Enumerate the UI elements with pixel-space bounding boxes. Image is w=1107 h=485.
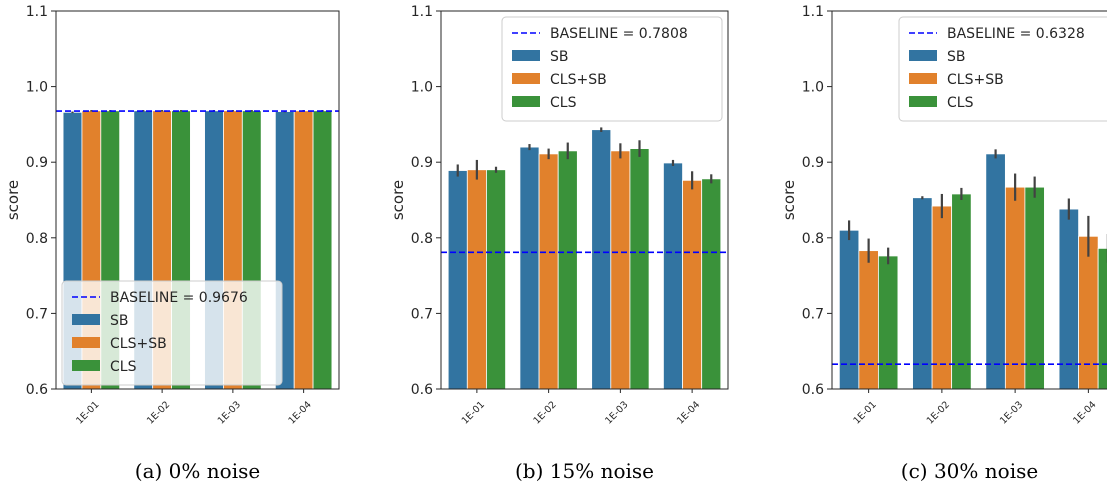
bar-sb-1e-04: [663, 163, 682, 389]
x-tick-label: 1E-04: [286, 399, 313, 426]
legend-label: CLS+SB: [110, 336, 167, 352]
y-tick-label: 0.6: [802, 382, 824, 398]
x-tick-label: 1E-04: [1071, 399, 1098, 426]
x-tick-label: 1E-03: [603, 399, 630, 426]
legend-label: CLS+SB: [550, 72, 607, 88]
x-tick-label: 1E-02: [145, 399, 172, 426]
bar-cls-plus-sb-1e-04: [683, 180, 702, 389]
x-tick-label: 1E-01: [74, 399, 101, 426]
y-tick-label: 1.0: [411, 80, 433, 96]
bar-sb-1e-04: [1059, 209, 1079, 389]
bar-cls-1e-04: [702, 179, 721, 389]
legend-swatch: [512, 50, 540, 61]
x-tick-label: 1E-01: [460, 399, 487, 426]
panel-caption: (b) 15% noise: [515, 459, 654, 483]
legend: BASELINE = 0.7808 SB CLS+SB CLS: [502, 17, 722, 121]
panel-caption: (c) 30% noise: [901, 459, 1038, 483]
legend-swatch: [72, 314, 100, 325]
legend-baseline-label: BASELINE = 0.7808: [550, 26, 688, 42]
legend-baseline-label: BASELINE = 0.9676: [110, 290, 248, 306]
bar-sb-1e-02: [913, 198, 933, 389]
bar-cls-plus-sb-1e-01: [859, 251, 879, 389]
y-tick-label: 1.0: [26, 80, 48, 96]
x-tick-label: 1E-03: [998, 399, 1025, 426]
x-tick-label: 1E-02: [925, 399, 952, 426]
y-tick-label: 0.7: [411, 306, 433, 322]
bar-cls-1e-04: [313, 111, 332, 389]
y-tick-label: 1.0: [802, 80, 824, 96]
legend-swatch: [909, 96, 937, 107]
y-tick-label: 0.6: [26, 382, 48, 398]
legend-label: SB: [947, 49, 966, 65]
legend-label: CLS+SB: [947, 72, 1004, 88]
bar-cls-plus-sb-1e-02: [539, 154, 558, 389]
bar-cls-1e-01: [878, 256, 898, 389]
y-axis-label: score: [780, 180, 798, 220]
legend-swatch: [512, 96, 540, 107]
bar-sb-1e-03: [986, 154, 1006, 389]
x-tick-label: 1E-03: [216, 399, 243, 426]
y-axis-label: score: [389, 180, 407, 220]
bar-sb-1e-02: [520, 147, 539, 389]
y-tick-label: 0.8: [26, 231, 48, 247]
y-tick-label: 0.7: [802, 306, 824, 322]
bar-cls-1e-03: [630, 149, 649, 389]
y-tick-label: 0.9: [802, 155, 824, 171]
y-axis-label: score: [4, 180, 22, 220]
y-tick-label: 1.1: [802, 4, 824, 20]
y-tick-label: 1.1: [411, 4, 433, 20]
chart-panel-1: 0.6 0.7 0.8 0.9 1.0 1.1 score 1E-01 1E-02 1E-03 1E…: [4, 4, 339, 483]
legend-swatch: [72, 360, 100, 371]
bar-sb-1e-01: [839, 230, 859, 389]
chart-panel-2: 0.6 0.7 0.8 0.9 1.0 1.1 score 1E-01 1E-02 1E-03 1E…: [389, 4, 728, 483]
bar-cls-plus-sb-1e-02: [932, 206, 952, 389]
legend-label: SB: [110, 313, 129, 329]
bar-cls-plus-sb-1e-04: [294, 111, 313, 389]
chart-panel-3: 0.6 0.7 0.8 0.9 1.0 1.1 score 1E-01 1E-02 1E-03 1E…: [780, 4, 1107, 483]
y-tick-label: 0.6: [411, 382, 433, 398]
y-tick-label: 0.9: [26, 155, 48, 171]
y-tick-label: 0.8: [411, 231, 433, 247]
legend-baseline-label: BASELINE = 0.6328: [947, 26, 1085, 42]
legend-swatch: [909, 73, 937, 84]
legend-label: SB: [550, 49, 569, 65]
legend-swatch: [72, 337, 100, 348]
y-tick-label: 0.7: [26, 306, 48, 322]
legend: BASELINE = 0.6328 SB CLS+SB CLS: [899, 17, 1107, 121]
bar-cls-1e-02: [952, 194, 972, 389]
legend-swatch: [512, 73, 540, 84]
x-tick-label: 1E-04: [675, 399, 702, 426]
bar-cls-plus-sb-1e-04: [1079, 236, 1099, 389]
legend-label: CLS: [947, 95, 974, 111]
bar-cls-plus-sb-1e-03: [611, 151, 630, 389]
bar-cls-1e-03: [1025, 187, 1045, 389]
y-tick-label: 1.1: [26, 4, 48, 20]
bar-sb-1e-01: [448, 171, 467, 389]
bar-cls-1e-01: [486, 170, 505, 389]
legend-label: CLS: [110, 359, 137, 375]
bar-cls-plus-sb-1e-01: [467, 170, 486, 389]
legend-swatch: [909, 50, 937, 61]
panel-caption: (a) 0% noise: [135, 459, 260, 483]
y-tick-label: 0.9: [411, 155, 433, 171]
y-tick-label: 0.8: [802, 231, 824, 247]
x-tick-label: 1E-01: [851, 399, 878, 426]
legend: BASELINE = 0.9676 SB CLS+SB CLS: [62, 281, 282, 385]
bar-cls-1e-02: [558, 151, 577, 389]
bar-sb-1e-03: [592, 130, 611, 389]
bar-cls-1e-04: [1098, 248, 1107, 389]
x-tick-label: 1E-02: [531, 399, 558, 426]
bar-cls-plus-sb-1e-03: [1005, 187, 1025, 389]
legend-label: CLS: [550, 95, 577, 111]
